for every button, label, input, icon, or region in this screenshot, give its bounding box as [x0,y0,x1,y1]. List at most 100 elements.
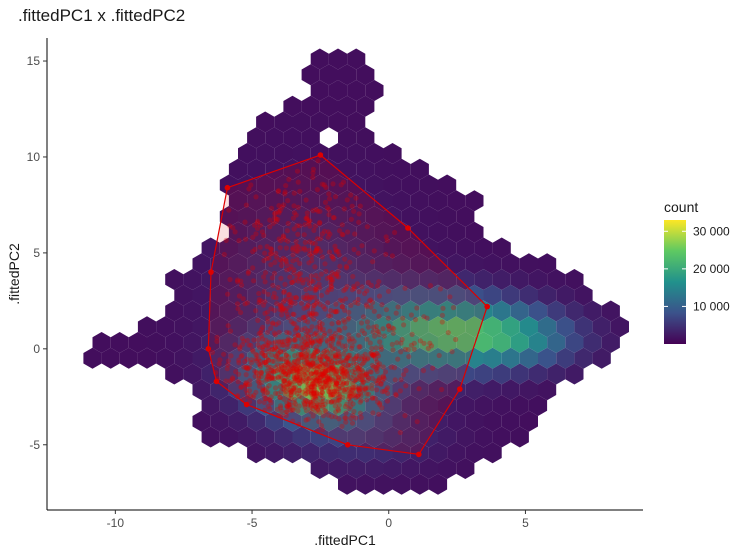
overlay-point [330,336,336,342]
hex-bin [401,426,420,448]
hex-bin [228,190,248,212]
overlay-point [264,373,270,379]
overlay-point [259,369,265,375]
overlay-point [261,359,268,365]
overlay-point [343,296,349,302]
overlay-point [312,249,319,255]
overlay-point [279,308,285,314]
hex-bin [283,190,302,212]
overlay-point [318,358,325,364]
overlay-point [278,348,284,354]
overlay-point [295,332,301,338]
overlay-point [343,355,349,361]
hex-bin [465,253,484,275]
hex-bin [347,395,366,416]
overlay-point [334,359,340,365]
hex-bin [156,347,175,369]
overlay-point [366,298,373,304]
overlay-point [214,334,220,340]
hex-bin [283,253,302,275]
overlay-point [270,340,276,346]
hull-vertex [457,386,463,392]
overlay-point [309,384,315,390]
hex-bin [365,426,384,448]
hex-bin [292,363,311,385]
overlay-point [284,400,290,406]
overlay-point [345,367,351,373]
overlay-point [240,296,246,302]
overlay-point [267,251,274,257]
overlay-point [317,372,323,378]
overlay-point [339,343,345,349]
overlay-point [372,333,378,339]
hull-vertex [405,225,411,231]
overlay-point [312,402,318,409]
overlay-point [360,314,367,320]
hex-bin [401,395,420,416]
hex-bin [428,316,448,338]
overlay-point [321,380,327,386]
overlay-point [248,357,254,363]
overlay-point [287,379,293,385]
overlay-point [225,362,231,368]
overlay-point [346,309,352,315]
overlay-point [278,364,284,370]
overlay-point [289,382,295,388]
hex-bin [538,284,557,306]
overlay-point [276,355,282,361]
overlay-point [373,366,379,372]
overlay-point [280,255,286,261]
hex-bin [392,253,411,275]
overlay-point [336,377,342,383]
overlay-point [284,267,290,273]
overlay-point [301,369,307,375]
overlay-point [313,393,319,399]
overlay-point [326,374,332,380]
overlay-point [272,344,278,350]
overlay-point [354,281,360,287]
overlay-point [328,392,334,398]
overlay-point [280,234,286,240]
overlay-point [305,366,311,372]
overlay-point [336,383,342,389]
overlay-point [311,227,317,233]
hex-bin [392,284,411,306]
overlay-point [343,415,349,421]
overlay-point [310,170,316,176]
overlay-point [304,304,310,311]
overlay-point [362,357,368,363]
overlay-point [268,306,274,312]
overlay-point [420,368,427,374]
overlay-point [298,351,304,357]
overlay-point [283,372,289,378]
hex-bin [247,284,266,306]
overlay-point [285,238,291,244]
hex-bin [410,410,429,432]
overlay-point [351,360,357,366]
hex-bin [392,410,411,432]
overlay-point [306,362,312,368]
overlay-point [368,304,374,310]
hex-bin [192,284,211,306]
overlay-point [348,192,354,198]
overlay-point [313,370,319,376]
overlay-point [359,377,365,383]
hex-bin [438,426,457,448]
hex-bin [319,347,338,369]
overlay-point [256,373,262,379]
overlay-point [265,319,271,325]
overlay-point [293,373,299,380]
overlay-point [260,388,266,394]
hex-bin [438,395,457,416]
overlay-point [346,391,352,397]
overlay-point [343,343,349,349]
overlay-point [264,329,271,335]
overlay-point [353,377,359,383]
overlay-point [336,339,342,345]
overlay-point [302,371,308,378]
overlay-point [291,400,297,406]
hex-bin [401,269,420,290]
overlay-point [317,380,323,386]
overlay-point [252,373,258,379]
overlay-point [408,342,414,348]
